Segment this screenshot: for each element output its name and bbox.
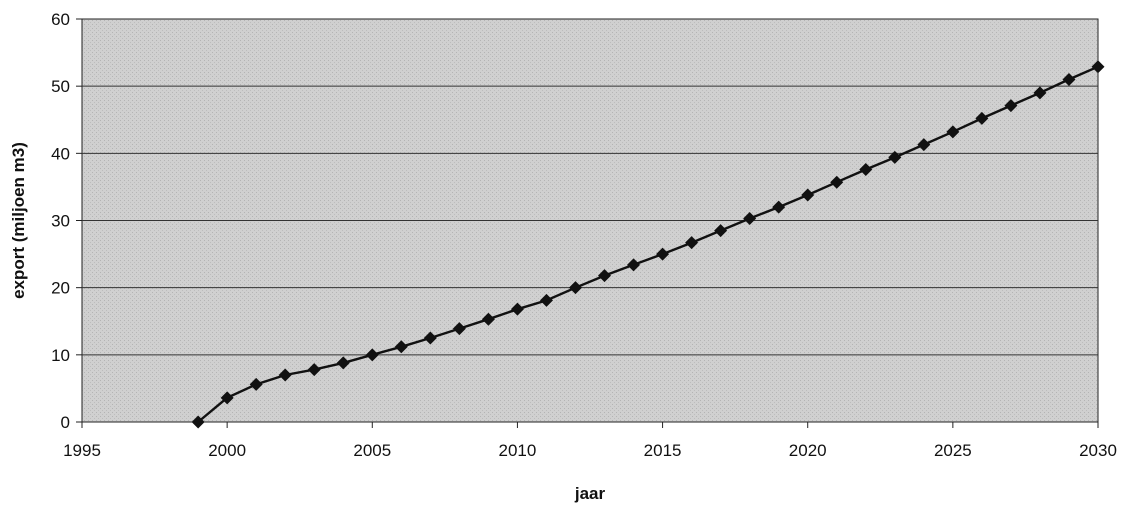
y-tick-label-1: 10 — [51, 346, 70, 365]
data-point-2016 — [685, 236, 699, 250]
x-tick-label-7: 2030 — [1079, 441, 1117, 460]
grid-lines — [76, 18, 1099, 428]
x-tick-label-1: 2000 — [208, 441, 246, 460]
data-point-2022 — [859, 162, 873, 176]
data-point-2027 — [1004, 99, 1018, 113]
data-point-2009 — [481, 312, 495, 326]
data-point-2023 — [888, 150, 902, 164]
data-point-2021 — [830, 175, 844, 189]
data-point-2004 — [336, 356, 350, 370]
y-tick-label-3: 30 — [51, 212, 70, 231]
data-point-2025 — [946, 125, 960, 139]
data-point-2007 — [423, 331, 437, 345]
y-tick-label-4: 40 — [51, 144, 70, 163]
x-tick-labels: 1995 2000 2005 2010 2015 2020 2025 2030 — [63, 441, 1117, 460]
data-point-2020 — [801, 188, 815, 202]
data-point-2006 — [394, 340, 408, 354]
data-point-1999 — [191, 415, 205, 429]
data-point-2028 — [1033, 86, 1047, 100]
data-point-2015 — [656, 247, 670, 261]
y-tick-label-0: 0 — [61, 413, 70, 432]
data-point-2014 — [627, 258, 641, 272]
data-point-2029 — [1062, 72, 1076, 86]
data-point-2001 — [249, 377, 263, 391]
data-point-2002 — [278, 368, 292, 382]
data-point-2008 — [452, 322, 466, 336]
x-tick-label-0: 1995 — [63, 441, 101, 460]
data-point-2000 — [220, 391, 234, 405]
y-tick-label-2: 20 — [51, 279, 70, 298]
data-point-2026 — [975, 111, 989, 125]
data-point-2005 — [365, 348, 379, 362]
y-tick-label-6: 60 — [51, 10, 70, 29]
x-axis-title: jaar — [574, 484, 606, 503]
y-tick-labels: 0 10 20 30 40 50 60 — [51, 10, 70, 432]
data-point-2024 — [917, 138, 931, 152]
x-tick-label-6: 2025 — [934, 441, 972, 460]
data-point-2011 — [539, 293, 553, 307]
data-point-2019 — [772, 200, 786, 214]
x-tick-label-3: 2010 — [499, 441, 537, 460]
data-point-2010 — [510, 302, 524, 316]
data-point-2012 — [568, 281, 582, 295]
series-markers — [191, 60, 1105, 429]
data-point-2030 — [1091, 60, 1105, 74]
y-axis-title: export (miljoen m3) — [9, 142, 28, 299]
x-tick-label-2: 2005 — [353, 441, 391, 460]
data-point-2018 — [743, 211, 757, 225]
x-tick-label-4: 2015 — [644, 441, 682, 460]
data-point-2017 — [714, 224, 728, 238]
data-point-2003 — [307, 363, 321, 377]
y-tick-label-5: 50 — [51, 77, 70, 96]
data-point-2013 — [598, 269, 612, 283]
x-tick-label-5: 2020 — [789, 441, 827, 460]
